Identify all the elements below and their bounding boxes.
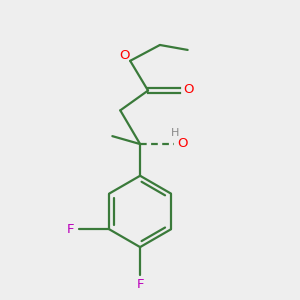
Text: F: F [67,223,74,236]
Text: H: H [171,128,179,138]
Text: O: O [119,50,130,62]
Text: O: O [183,83,194,96]
Text: O: O [177,136,188,150]
Text: F: F [136,278,144,291]
